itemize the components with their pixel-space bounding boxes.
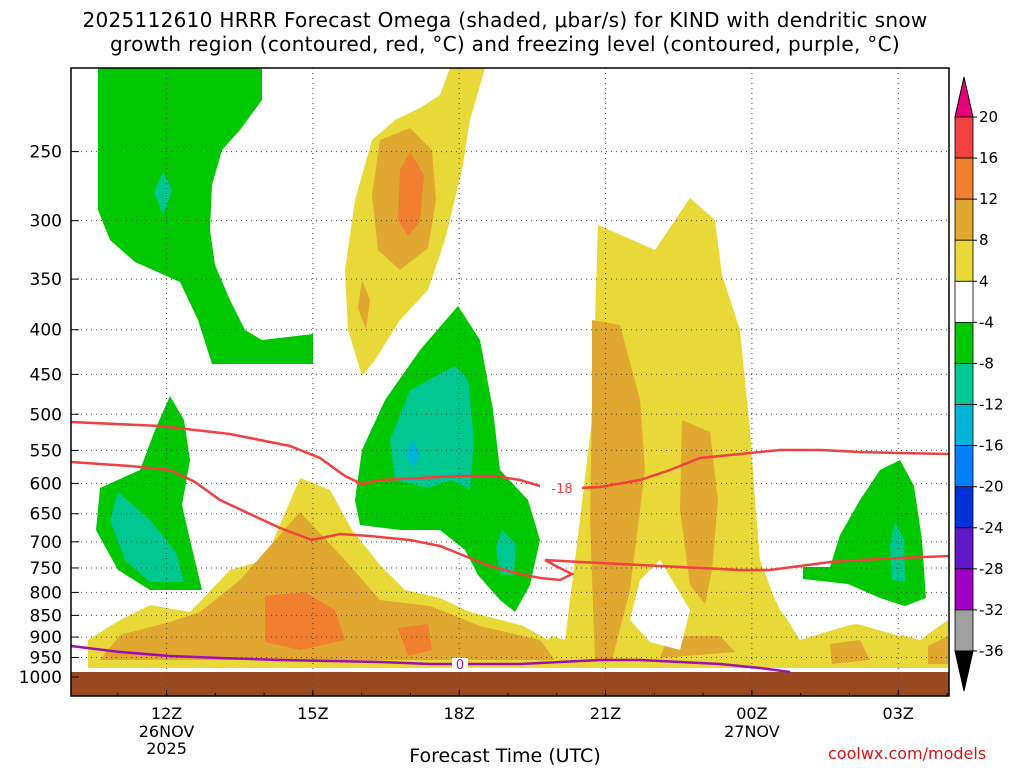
credit-link[interactable]: coolwx.com/models [828, 744, 987, 763]
colorbar-label: -12 [979, 396, 1004, 414]
dendritic-contour-upper [71, 420, 949, 491]
x-tick-label: 21Z [590, 704, 621, 723]
omega-region [760, 560, 920, 636]
colorbar-label: -36 [979, 642, 1004, 660]
omega-region [154, 172, 172, 215]
colorbar-segment [954, 609, 974, 652]
y-tick-label: 700 [30, 533, 62, 553]
plot-frame [70, 67, 950, 697]
colorbar-segment [954, 321, 974, 364]
colorbar-label: -32 [979, 601, 1004, 619]
y-tick-label: 300 [30, 212, 62, 232]
colorbar-segment [954, 404, 974, 447]
omega-region [406, 440, 420, 468]
x-tick-sublabel: 27NOV [724, 722, 780, 741]
y-tick-label: 400 [30, 321, 62, 341]
omega-region [496, 530, 516, 575]
omega-region [590, 320, 645, 660]
y-tick-label: 600 [30, 474, 62, 494]
omega-shading [88, 68, 948, 668]
x-tick-label: 03Z [883, 704, 914, 723]
omega-region [830, 640, 870, 664]
colorbar: 20 16 12 8 4 -4 -8 -12 -16 -20 -24 -28 -32 -36 [954, 76, 1004, 692]
x-tick-label: 15Z [297, 704, 328, 723]
colorbar-label: 8 [979, 231, 989, 249]
x-axis-label: Forecast Time (UTC) [409, 745, 601, 767]
colorbar-label: -16 [979, 437, 1004, 455]
omega-region [98, 68, 313, 364]
colorbar-label: 4 [979, 272, 989, 290]
x-tick-sublabel: 2025 [146, 739, 187, 758]
colorbar-segment [954, 116, 974, 159]
colorbar-label: 12 [979, 190, 998, 208]
y-tick-label: 450 [30, 365, 62, 385]
colorbar-label: -28 [979, 560, 1004, 578]
contour-label-freezing: 0 [456, 658, 464, 673]
colorbar-segment [954, 363, 974, 405]
omega-region [928, 636, 948, 664]
y-axis: 2503003504004505005506006507007508008509… [19, 143, 79, 688]
colorbar-label: -8 [979, 354, 994, 372]
chart-title-line1: 2025112610 HRRR Forecast Omega (shaded, … [82, 8, 928, 32]
colorbar-label: -4 [979, 313, 994, 331]
x-tick-label: 18Z [444, 704, 475, 723]
y-tick-label: 550 [30, 441, 62, 461]
y-tick-label: 850 [30, 606, 62, 626]
omega-region [890, 522, 905, 582]
colorbar-segment [954, 280, 974, 323]
colorbar-label: -24 [979, 519, 1004, 537]
y-tick-label: 350 [30, 270, 62, 290]
colorbar-segment [954, 239, 974, 282]
y-tick-label: 950 [30, 649, 62, 669]
x-tick-sublabel: 26NOV [139, 722, 195, 741]
chart-title-line2: growth region (contoured, red, °C) and f… [110, 32, 900, 56]
y-tick-label: 500 [30, 405, 62, 425]
omega-region [505, 540, 565, 640]
colorbar-segment [954, 568, 974, 611]
colorbar-arrow-top [954, 76, 974, 118]
omega-region [110, 492, 184, 582]
contour-label-dendritic: -18 [551, 482, 572, 497]
omega-region [265, 592, 345, 650]
colorbar-segment [954, 157, 974, 200]
y-tick-label: 650 [30, 505, 62, 525]
omega-region [358, 280, 370, 330]
y-tick-label: 1000 [19, 668, 62, 688]
x-tick-label: 12Z [151, 704, 182, 723]
omega-region [100, 512, 555, 660]
omega-region [630, 560, 690, 650]
colorbar-arrow-bottom [954, 650, 974, 692]
colorbar-label: 16 [979, 149, 998, 167]
y-tick-label: 800 [30, 583, 62, 603]
colorbar-label: 20 [979, 108, 998, 126]
x-tick-label: 00Z [736, 704, 767, 723]
dendritic-contour-lower [71, 460, 949, 582]
colorbar-segment [954, 445, 974, 488]
omega-region [398, 152, 424, 236]
colorbar-segment [954, 527, 974, 570]
omega-region [680, 420, 718, 604]
y-tick-label: 900 [30, 628, 62, 648]
ground-bar [71, 672, 949, 696]
y-tick-label: 750 [30, 559, 62, 579]
colorbar-segment [954, 486, 974, 529]
omega-region [398, 624, 432, 656]
colorbar-segment [954, 198, 974, 241]
freezing-level-contour [71, 644, 791, 674]
y-tick-label: 250 [30, 143, 62, 163]
colorbar-label: -20 [979, 478, 1004, 496]
